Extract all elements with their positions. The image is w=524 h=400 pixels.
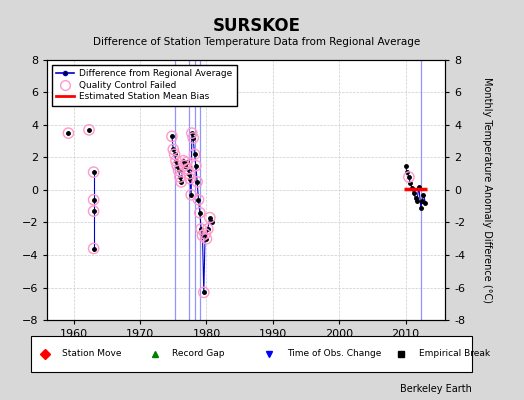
Point (185, 170, 193, 177)
Text: Record Gap: Record Gap (172, 350, 225, 358)
Text: SURSKOE: SURSKOE (213, 17, 301, 35)
Y-axis label: Monthly Temperature Anomaly Difference (°C): Monthly Temperature Anomaly Difference (… (482, 77, 492, 303)
Point (177, 179, 185, 185)
Point (188, 130, 196, 136)
Point (173, 162, 181, 169)
Point (180, 162, 189, 169)
Point (197, 226, 205, 232)
Legend: Difference from Regional Average, Quality Control Failed, Estimated Station Mean: Difference from Regional Average, Qualit… (52, 64, 236, 106)
Text: Difference of Station Temperature Data from Regional Average: Difference of Station Temperature Data f… (93, 37, 420, 47)
Point (184, 166, 192, 172)
Point (64, 130, 73, 136)
Point (85, 127, 93, 133)
Point (192, 162, 200, 169)
Point (90, 196, 98, 203)
Point (189, 135, 198, 141)
Point (205, 214, 214, 221)
Point (204, 226, 212, 232)
Text: Time of Obs. Change: Time of Obs. Change (287, 350, 381, 358)
Point (195, 210, 204, 216)
Point (179, 158, 188, 164)
Text: Empirical Break: Empirical Break (419, 350, 490, 358)
FancyBboxPatch shape (31, 336, 472, 372)
Point (202, 236, 211, 242)
Point (182, 159, 191, 166)
Point (198, 232, 206, 239)
Point (187, 192, 195, 198)
Point (90, 169, 98, 175)
Point (90, 208, 98, 214)
Point (201, 231, 209, 237)
Point (185, 176, 194, 182)
Point (169, 146, 178, 152)
Point (172, 158, 180, 164)
Point (170, 151, 179, 158)
Point (190, 151, 199, 158)
Point (193, 179, 201, 185)
Point (168, 133, 176, 140)
Text: Berkeley Earth: Berkeley Earth (400, 384, 472, 394)
Point (194, 196, 203, 203)
Point (200, 289, 208, 296)
Point (174, 167, 183, 174)
Point (405, 174, 413, 180)
Point (176, 174, 184, 180)
Point (90, 245, 98, 252)
Text: Station Move: Station Move (62, 350, 122, 358)
